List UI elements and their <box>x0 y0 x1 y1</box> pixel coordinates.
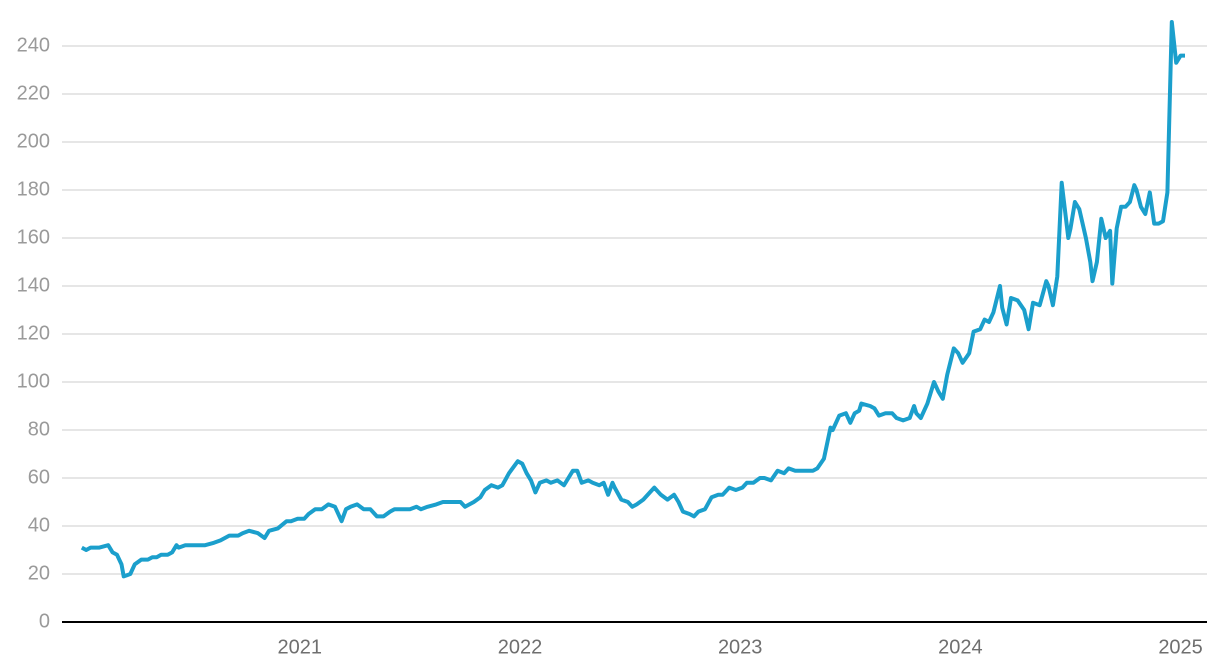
y-tick-label: 120 <box>17 322 50 344</box>
y-tick-label: 80 <box>28 418 50 440</box>
data-line <box>80 20 1185 579</box>
x-tick-label: 2022 <box>498 636 543 658</box>
y-tick-label: 200 <box>17 130 50 152</box>
y-tick-label: 160 <box>17 226 50 248</box>
y-tick-label: 240 <box>17 34 50 56</box>
y-tick-label: 40 <box>28 514 50 536</box>
x-tick-label: 2023 <box>718 636 763 658</box>
x-tick-label: 2024 <box>938 636 983 658</box>
x-tick-label: 2025 <box>1158 636 1203 658</box>
y-tick-label: 220 <box>17 82 50 104</box>
y-tick-label: 180 <box>17 178 50 200</box>
y-tick-label: 100 <box>17 370 50 392</box>
y-tick-label: 140 <box>17 274 50 296</box>
x-tick-label: 2021 <box>278 636 323 658</box>
y-tick-label: 20 <box>28 562 50 584</box>
y-tick-label: 0 <box>39 610 50 632</box>
y-tick-label: 60 <box>28 466 50 488</box>
